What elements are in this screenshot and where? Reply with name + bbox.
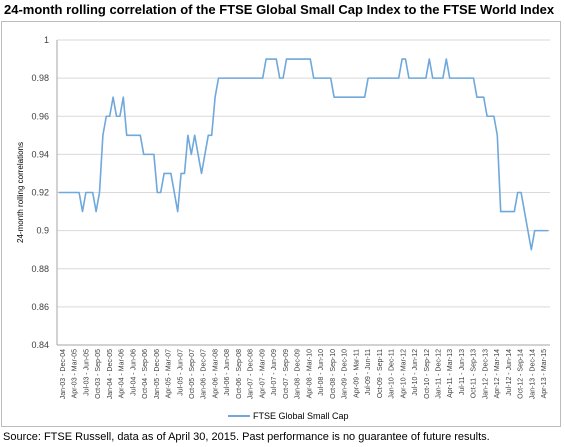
x-tick-label: Jul-09 - Jun-11 (365, 349, 372, 395)
x-tick-label: Jan-05 - Dec-06 (154, 349, 161, 399)
x-tick-label: Apr-08 - Mar-10 (306, 349, 313, 399)
x-tick-label: Oct-08 - Sep-10 (330, 349, 337, 399)
x-tick-label: Oct-11 - Sep-13 (471, 349, 478, 398)
y-tick-label: 0.96 (31, 111, 49, 121)
x-tick-label: Jan-12 - Dec-13 (482, 349, 489, 399)
y-tick-label: 0.88 (31, 264, 49, 274)
x-tick-label: Jan-10 - Dec-11 (389, 349, 396, 399)
x-tick-label: Jul-03 - Jun-05 (83, 349, 90, 396)
x-tick-label: Apr-05 - Mar-07 (166, 349, 173, 399)
y-tick-label: 0.92 (31, 188, 49, 198)
gridlines (56, 39, 550, 346)
x-tick-label: Apr-11 - Mar-13 (447, 349, 454, 398)
x-tick-label: Jul-07 - Jun-09 (271, 349, 278, 396)
chart-title: 24-month rolling correlation of the FTSE… (4, 2, 555, 17)
series-line-ftse-global-small-cap (58, 58, 549, 251)
x-tick-label: Apr-13 - Mar-15 (541, 349, 548, 399)
x-tick-label: Oct-12 - Sep-14 (518, 349, 525, 399)
y-tick-label: 0.84 (31, 340, 49, 350)
series-group (58, 58, 549, 251)
x-tick-label: Jan-07 - Dec-08 (248, 349, 255, 399)
x-tick-label: Apr-07 - Mar-09 (259, 349, 266, 399)
x-tick-label: Jan-11 - Dec-12 (435, 349, 442, 399)
chart-frame (1, 21, 561, 427)
x-tick-label: Jan-03 - Dec-04 (60, 349, 67, 399)
x-tick-label: Oct-03 - Sep-05 (95, 349, 102, 399)
x-tick-label: Apr-12 - Mar-14 (494, 349, 501, 399)
x-tick-label: Jul-05 - Jun-07 (177, 349, 184, 396)
x-tick-label: Jan-09 - Dec-10 (342, 349, 349, 399)
x-tick-label: Oct-07 - Sep-09 (283, 349, 290, 399)
x-tick-label: Oct-09 - Sep-11 (377, 349, 384, 398)
y-tick-label: 0.94 (31, 149, 49, 159)
y-tick-label: 1 (44, 35, 49, 45)
x-tick-label: Jan-13 - Dec-14 (529, 349, 536, 399)
source-note: Source: FTSE Russell, data as of April 3… (3, 431, 490, 443)
x-tick-label: Oct-06 - Sep-08 (236, 349, 243, 399)
x-tick-label: Jul-10 - Jun-12 (412, 349, 419, 396)
x-tick-label: Apr-06 - Mar-08 (212, 349, 219, 399)
x-tick-label: Oct-10 - Sep-12 (424, 349, 431, 399)
y-tick-label: 0.9 (36, 226, 49, 236)
x-tick-label: Jan-08 - Dec-09 (295, 349, 302, 399)
y-tick-label: 0.98 (31, 73, 49, 83)
legend: FTSE Global Small Cap (228, 411, 349, 421)
x-tick-label: Apr-10 - Mar-12 (400, 349, 407, 399)
x-tick-label: Apr-09 - Mar-11 (353, 349, 360, 398)
y-axis-label: 24-month rolling correlations (16, 142, 25, 243)
x-tick-label: Jul-12 - Jun-14 (506, 349, 513, 396)
x-tick-label: Oct-05 - Sep-07 (189, 349, 196, 399)
y-tick-labels: 0.84 0.86 0.88 0.9 0.92 0.94 0.96 0.98 1 (31, 35, 49, 350)
x-tick-labels: Jan-03 - Dec-04 Apr-03 - Mar-05 Jul-03 - J… (60, 349, 548, 399)
x-tick-label: Jul-11 - Jun-13 (459, 349, 466, 395)
x-tick-label: Jul-08 - Jun-10 (318, 349, 325, 396)
y-tick-label: 0.86 (31, 302, 49, 312)
x-tick-label: Apr-03 - Mar-05 (72, 349, 79, 399)
x-tick-label: Apr-04 - Mar-06 (119, 349, 126, 399)
legend-label: FTSE Global Small Cap (253, 411, 349, 421)
x-tick-label: Jul-06 - Jun-08 (224, 349, 231, 396)
x-tick-label: Jan-04 - Dec-05 (107, 349, 114, 399)
x-tick-label: Jan-06 - Dec-07 (201, 349, 208, 399)
x-tick-label: Oct-04 - Sep-06 (142, 349, 149, 399)
x-tick-label: Jul-04 - Jun-06 (130, 349, 137, 396)
